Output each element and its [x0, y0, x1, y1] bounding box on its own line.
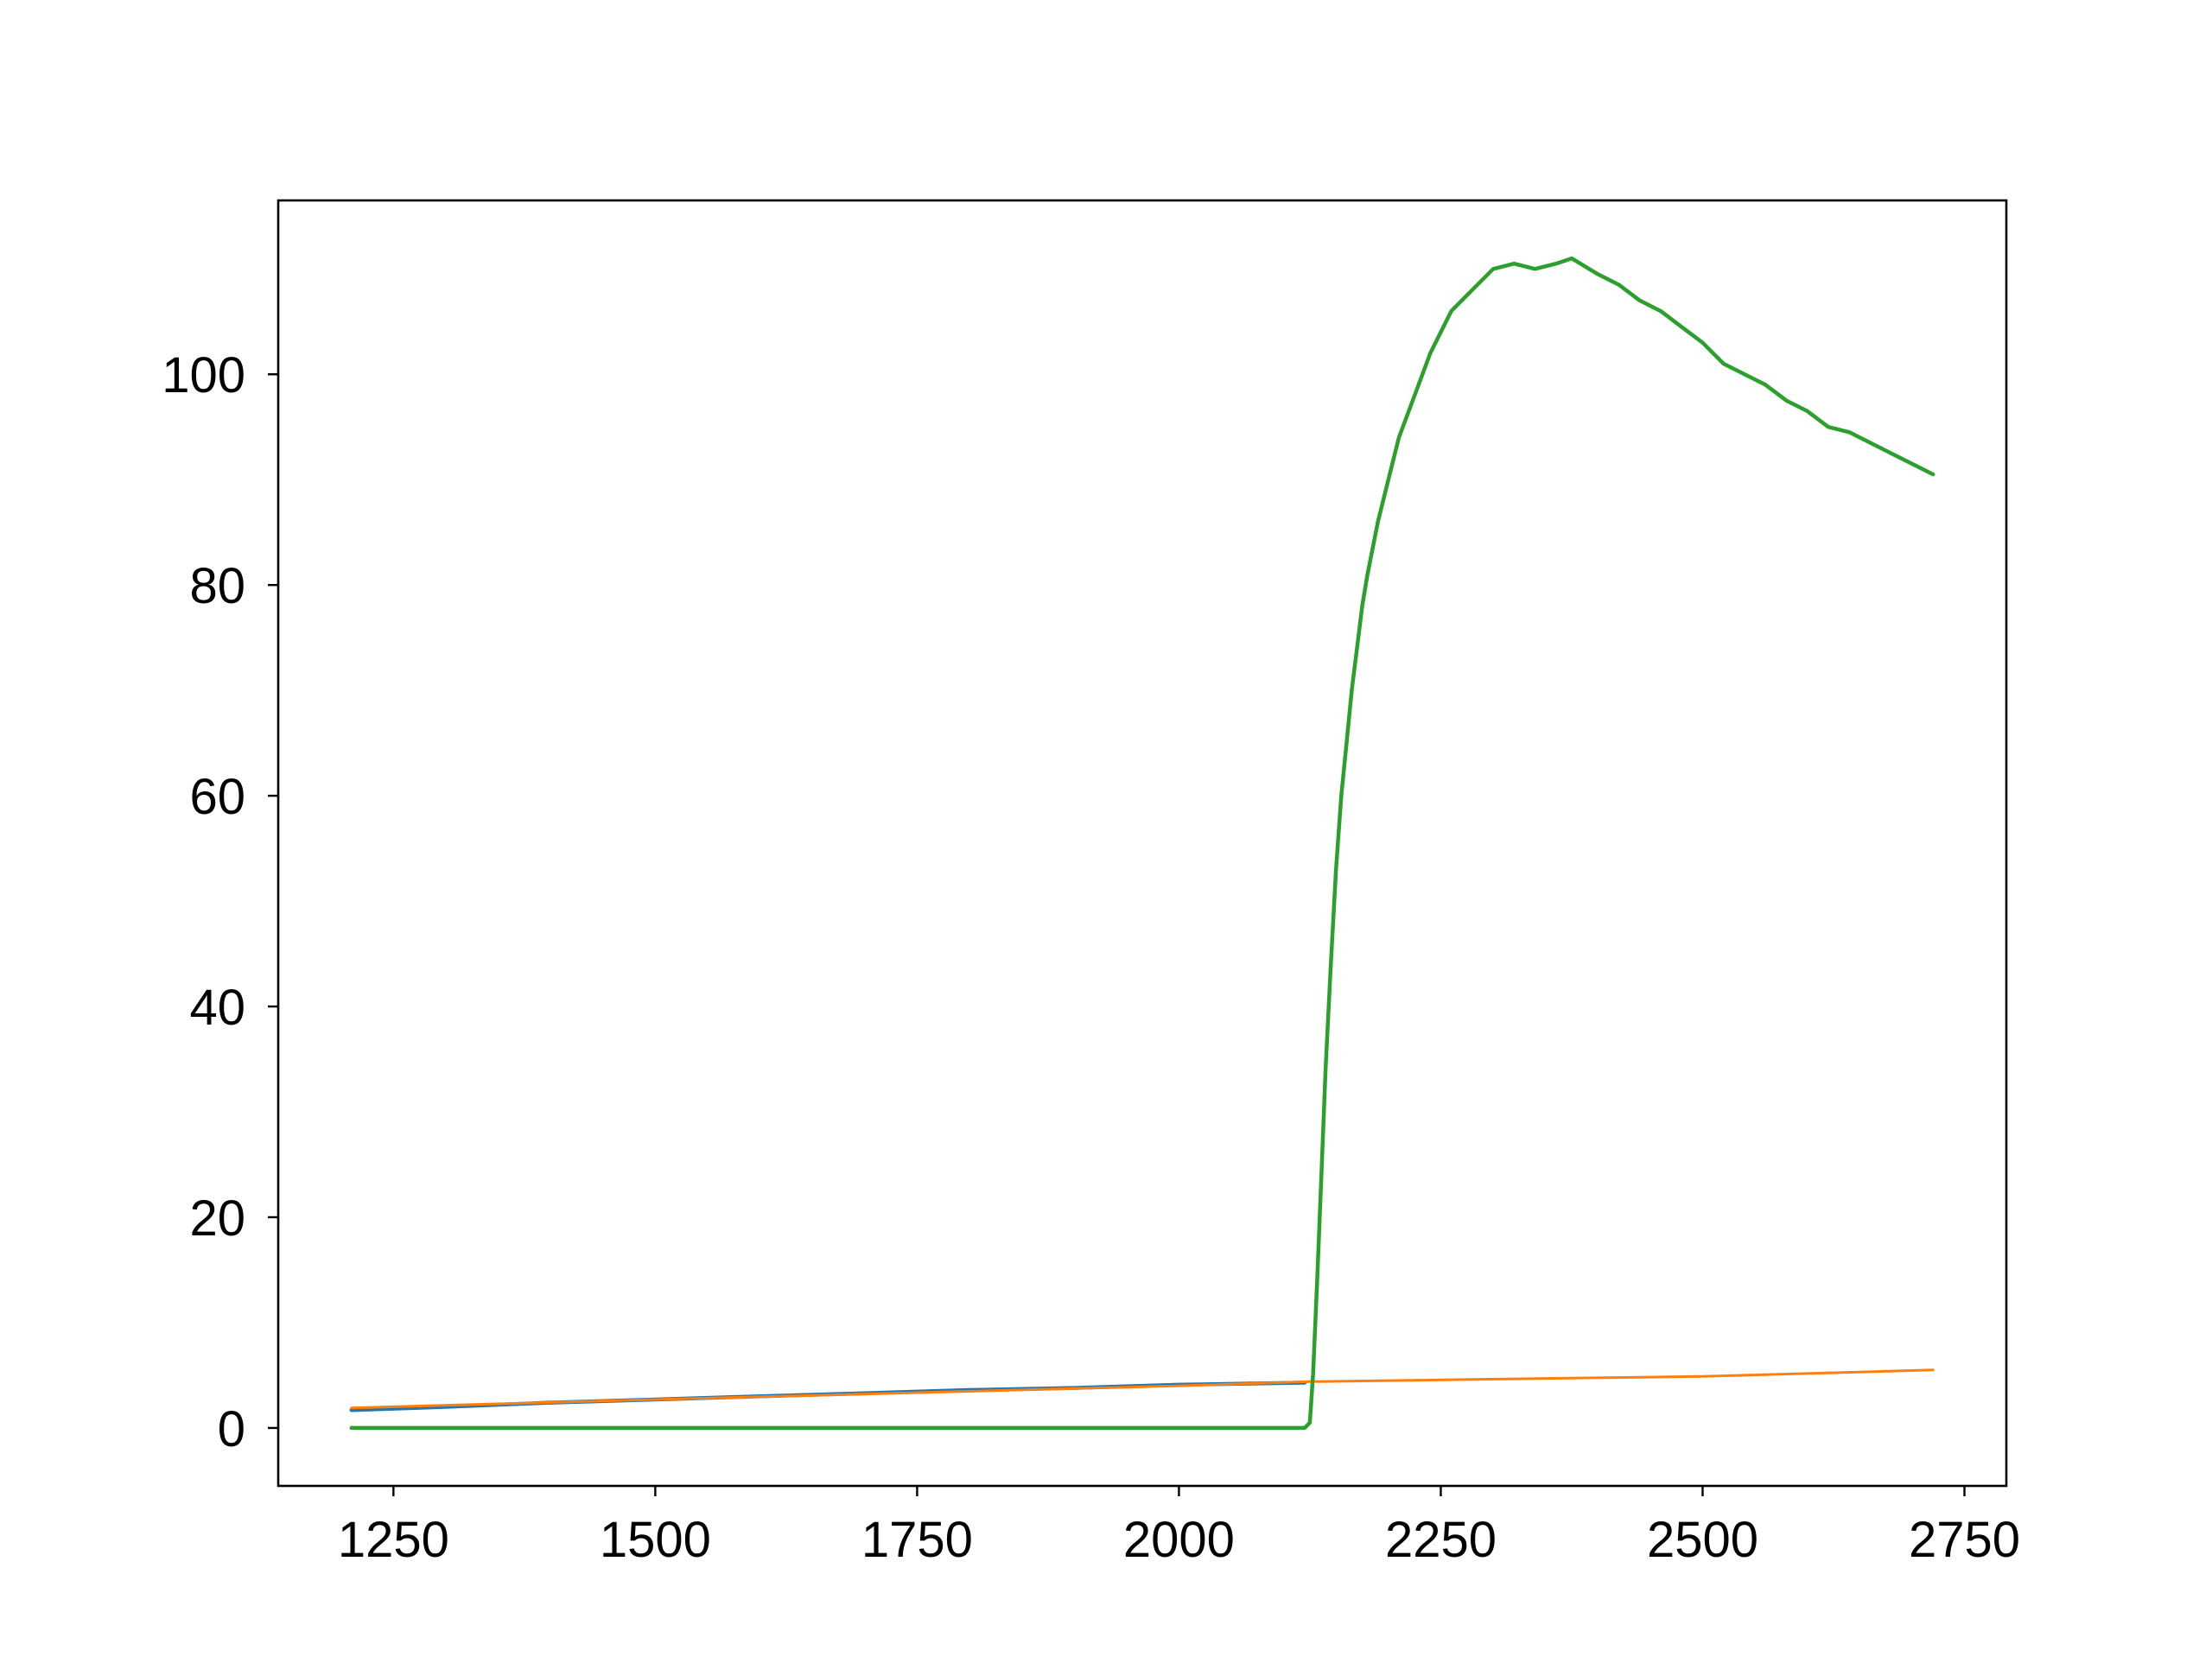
y-tick-label: 20 [189, 1190, 245, 1247]
y-tick-label: 40 [189, 980, 245, 1036]
x-tick-label: 2750 [1909, 1512, 2020, 1568]
series-line-2 [350, 1368, 1935, 1410]
series-layer [349, 256, 1936, 1431]
x-tick-label: 2500 [1647, 1512, 1758, 1568]
axes-frame [276, 199, 2008, 1488]
x-tick-label: 1500 [600, 1512, 711, 1568]
series-line-3 [349, 256, 1936, 1431]
x-tick-label: 2000 [1123, 1512, 1235, 1568]
y-tick-label: 60 [189, 769, 245, 825]
x-tick-label: 2250 [1385, 1512, 1497, 1568]
axes-layer: 1250 1500 1750 2000 2250 2500 2750 0 20 40 60 80 100 [162, 199, 2020, 1568]
y-tick-label: 80 [189, 558, 245, 614]
x-tick-label: 1750 [861, 1512, 973, 1568]
y-tick-label: 100 [162, 347, 245, 403]
y-tick-label: 0 [218, 1401, 245, 1457]
x-tick-label: 1250 [338, 1512, 449, 1568]
